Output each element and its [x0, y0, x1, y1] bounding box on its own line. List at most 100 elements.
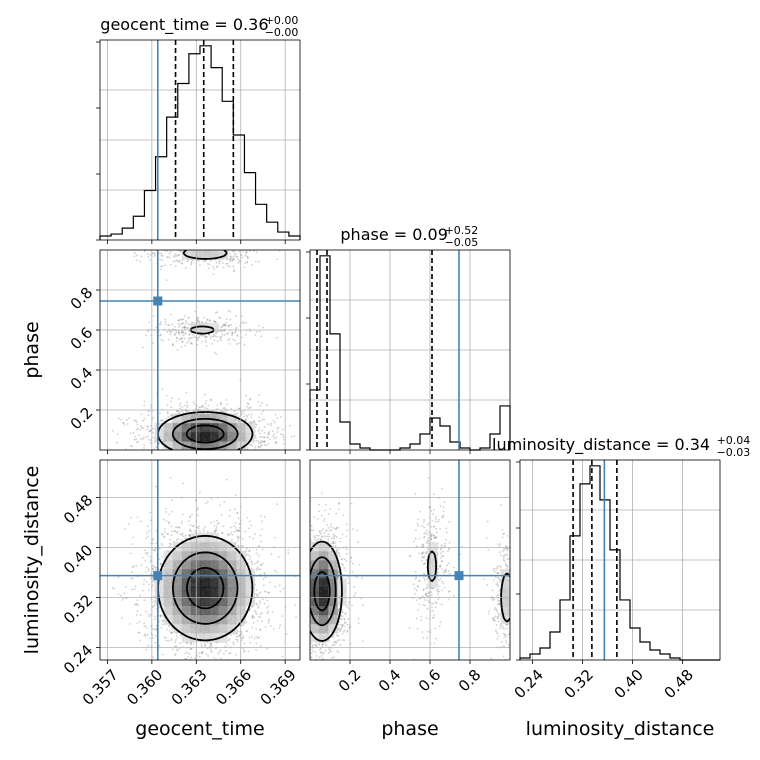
sample-point [197, 695, 199, 697]
sample-point [203, 465, 205, 467]
sample-point [186, 260, 189, 263]
sample-point [220, 410, 223, 413]
sample-point [252, 441, 255, 444]
sample-point [259, 602, 262, 604]
sample-point [232, 338, 234, 341]
sample-point [192, 642, 195, 645]
sample-point [273, 433, 275, 436]
sample-point [135, 614, 138, 616]
sample-point [259, 591, 262, 594]
sample-point [176, 337, 178, 340]
sample-point [202, 260, 205, 263]
sample-point [255, 627, 257, 630]
sample-point [271, 430, 274, 432]
sample-point [186, 410, 188, 412]
sample-point [149, 424, 152, 427]
sample-point [162, 614, 165, 617]
density-cell [236, 440, 246, 450]
sample-point [262, 584, 265, 587]
sample-point [215, 353, 218, 356]
sample-point [146, 644, 149, 647]
sample-point [152, 431, 155, 434]
density-cell [172, 431, 183, 442]
sample-point [134, 435, 137, 438]
sample-point [258, 568, 260, 571]
sample-point [188, 332, 191, 335]
sample-point [258, 592, 261, 595]
sample-point [152, 538, 155, 541]
sample-point [166, 532, 169, 535]
sample-point [252, 420, 254, 423]
sample-point [144, 559, 146, 562]
sample-point [135, 421, 138, 423]
sample-point [249, 245, 251, 247]
sample-point [241, 545, 244, 547]
sample-point [181, 244, 183, 246]
sample-point [216, 265, 219, 268]
sample-point [217, 408, 219, 411]
sample-point [198, 525, 200, 528]
sample-point [205, 247, 207, 249]
sample-point [220, 649, 222, 651]
sample-point [256, 593, 258, 596]
sample-point [193, 247, 195, 249]
sample-point [196, 319, 199, 322]
sample-point [232, 255, 235, 258]
sample-point [215, 461, 217, 463]
sample-point [229, 255, 232, 258]
sample-point [222, 678, 224, 680]
sample-point [182, 334, 185, 337]
sample-point [203, 247, 205, 249]
sample-point [196, 320, 199, 323]
sample-point [174, 454, 176, 456]
sample-point [142, 452, 144, 454]
sample-point [178, 526, 181, 529]
sample-point [218, 262, 221, 265]
sample-point [224, 450, 226, 452]
sample-point [230, 456, 232, 458]
sample-point [244, 254, 247, 257]
sample-point [282, 587, 285, 590]
sample-point [129, 432, 132, 435]
sample-point [280, 416, 282, 418]
sample-point [255, 241, 257, 243]
sample-point [187, 337, 190, 339]
sample-point [187, 317, 190, 319]
sample-point [155, 462, 157, 464]
sample-point [246, 456, 248, 458]
sample-point [209, 458, 211, 460]
sample-point [225, 453, 227, 455]
sample-point [246, 402, 249, 405]
sample-point [170, 456, 172, 458]
sample-point [189, 642, 192, 644]
sample-point [143, 444, 145, 447]
sample-point [232, 455, 234, 457]
sample-point [259, 613, 262, 616]
sample-point [283, 438, 285, 441]
sample-point [257, 452, 259, 454]
sample-point [236, 412, 239, 415]
sample-point [209, 259, 212, 262]
sample-point [171, 530, 174, 533]
density-cell [200, 422, 210, 433]
sample-point [181, 329, 183, 332]
sample-point [126, 451, 128, 453]
sample-point [234, 244, 236, 246]
sample-point [172, 451, 174, 453]
sample-point [208, 245, 210, 247]
sample-point [190, 342, 192, 345]
sample-point [237, 421, 240, 423]
density-cell [209, 440, 219, 450]
sample-point [246, 261, 249, 264]
sample-point [257, 606, 259, 609]
sample-point [152, 605, 155, 607]
sample-point [188, 327, 191, 330]
sample-point [232, 250, 235, 253]
density-cell [218, 250, 228, 260]
sample-point [263, 436, 266, 439]
sample-point [135, 441, 138, 444]
density-cell [154, 431, 165, 442]
sample-point [252, 537, 255, 540]
sample-point [148, 589, 150, 591]
sample-point [145, 580, 148, 583]
